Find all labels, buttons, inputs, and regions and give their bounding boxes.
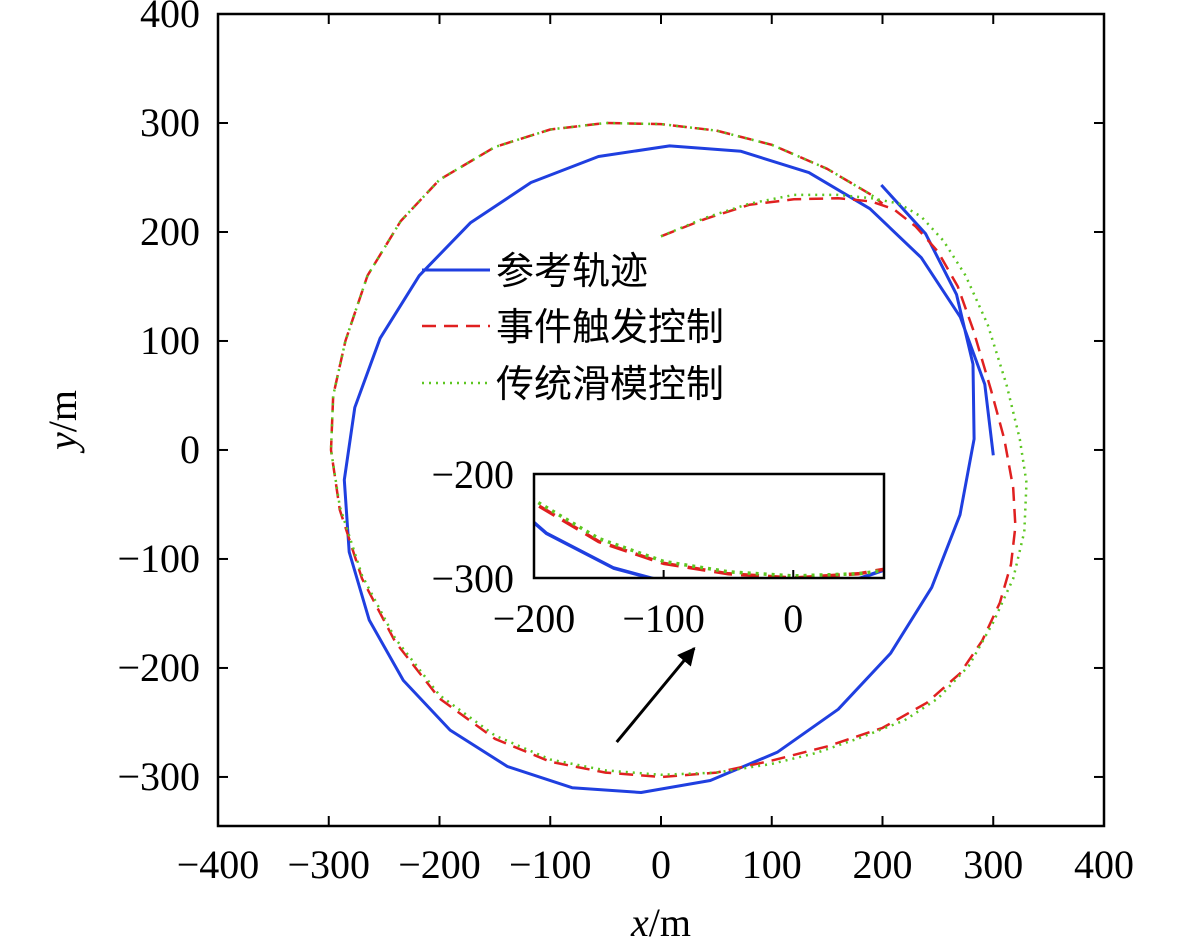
inset-background	[534, 474, 884, 578]
x-tick-label: −200	[398, 842, 481, 887]
inset-series-line-0	[534, 520, 884, 578]
y-tick-label: 300	[140, 100, 200, 145]
x-tick-label: −300	[287, 842, 370, 887]
y-tick-label: 400	[140, 0, 200, 36]
legend-label-event: 事件触发控制	[496, 305, 724, 349]
inset-x-tick-label: 0	[783, 596, 803, 641]
series-line-2	[329, 121, 1028, 777]
x-axis-unit: /m	[649, 900, 691, 945]
inset-y-tick-label: −200	[431, 452, 514, 497]
inset-series-line-1	[534, 500, 884, 578]
x-tick-label: 400	[1074, 842, 1134, 887]
x-tick-label: 100	[742, 842, 802, 887]
x-tick-label: −100	[509, 842, 592, 887]
y-tick-label: −300	[117, 754, 200, 799]
y-axis-var: y	[40, 432, 85, 454]
y-axis-unit: /m	[40, 390, 85, 432]
x-tick-label: 200	[853, 842, 913, 887]
x-tick-label: −400	[177, 842, 260, 887]
x-axis-label: x/m	[630, 900, 691, 945]
zoom-arrow	[615, 646, 696, 744]
inset-plot-series	[534, 497, 884, 578]
legend: 参考轨迹 事件触发控制 传统滑模控制	[422, 249, 724, 406]
series-line-0	[342, 144, 995, 794]
inset-x-tick-label: −200	[493, 596, 576, 641]
legend-label-sliding: 传统滑模控制	[496, 362, 724, 406]
x-tick-label: 300	[963, 842, 1023, 887]
y-tick-label: 200	[140, 209, 200, 254]
legend-label-reference: 参考轨迹	[496, 249, 648, 293]
y-tick-label: 0	[180, 427, 200, 472]
inset-x-tick-label: −100	[622, 596, 705, 641]
x-axis-ticks: −400 −300 −200 −100 0 100 200 300 400	[177, 14, 1134, 887]
plot-frame	[216, 12, 1106, 828]
y-tick-label: −200	[117, 645, 200, 690]
inset-ticks: −200 −100 0−300−200	[431, 452, 803, 641]
main-plot-series	[329, 121, 1028, 794]
series-line-1	[329, 121, 1017, 779]
y-tick-label: −100	[117, 536, 200, 581]
x-axis-var: x	[630, 900, 649, 945]
y-axis-label: y/m	[40, 390, 85, 454]
y-tick-label: 100	[140, 318, 200, 363]
inset-frame	[532, 472, 886, 580]
inset-y-tick-label: −300	[431, 556, 514, 601]
x-tick-label: 0	[651, 842, 671, 887]
